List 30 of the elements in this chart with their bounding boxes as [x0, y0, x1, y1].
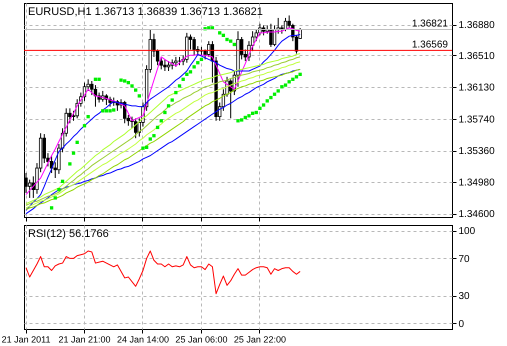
candlestick: [163, 58, 167, 72]
ref-line-label: 1.36821: [412, 18, 448, 30]
line-series: [26, 250, 301, 294]
candlestick: [192, 36, 196, 56]
y-tick-label: 1.34980: [458, 178, 496, 189]
x-tick-label: 21 Jan 21:00: [58, 334, 111, 344]
x-tick-label: 25 Jan 06:00: [175, 334, 228, 344]
candlestick: [174, 56, 178, 68]
chart-title: EURUSD,H1 1.36713 1.36839 1.36713 1.36821: [28, 6, 263, 18]
ref-line-label: 1.36569: [412, 39, 448, 50]
y-tick-label: 1.35740: [458, 114, 496, 126]
candlestick: [207, 40, 210, 58]
y-tick-label: 1.35360: [458, 146, 496, 158]
candlestick: [185, 32, 189, 64]
y-tick-label: 0: [458, 318, 464, 330]
y-tick-label: 1.36880: [458, 20, 496, 32]
y-tick-label: 100: [458, 226, 476, 238]
x-tick-label: 21 Jan 2011: [2, 334, 50, 344]
y-tick-label: 1.36510: [458, 50, 496, 62]
x-tick-label: 24 Jan 14:00: [116, 334, 169, 344]
y-tick-label: 70: [458, 254, 470, 265]
chart-title: RSI(12) 56.1766: [28, 228, 109, 240]
y-tick-label: 30: [458, 291, 470, 302]
candlestick: [134, 118, 138, 139]
y-tick-label: 1.36130: [458, 82, 496, 94]
x-tick-label: 25 Jan 22:00: [234, 334, 286, 344]
candlestick: [166, 60, 170, 72]
candlestick: [269, 23, 273, 48]
candlestick: [28, 179, 32, 198]
y-tick-label: 1.34600: [458, 209, 496, 220]
